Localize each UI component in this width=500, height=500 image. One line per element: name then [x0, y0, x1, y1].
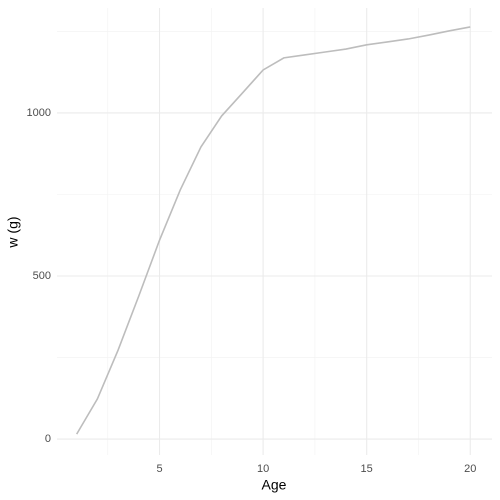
x-tick-label: 10 [257, 463, 269, 475]
y-tick-label: 500 [33, 270, 51, 282]
x-tick-label: 5 [156, 463, 162, 475]
line [75, 26, 471, 435]
x-tick-label: 20 [464, 463, 476, 475]
y-tick-label: 0 [45, 433, 51, 445]
x-tick-label: 15 [361, 463, 373, 475]
x-axis-title: Age [262, 477, 287, 493]
y-axis-title: w (g) [5, 216, 21, 248]
y-tick-label: 1000 [27, 107, 51, 119]
